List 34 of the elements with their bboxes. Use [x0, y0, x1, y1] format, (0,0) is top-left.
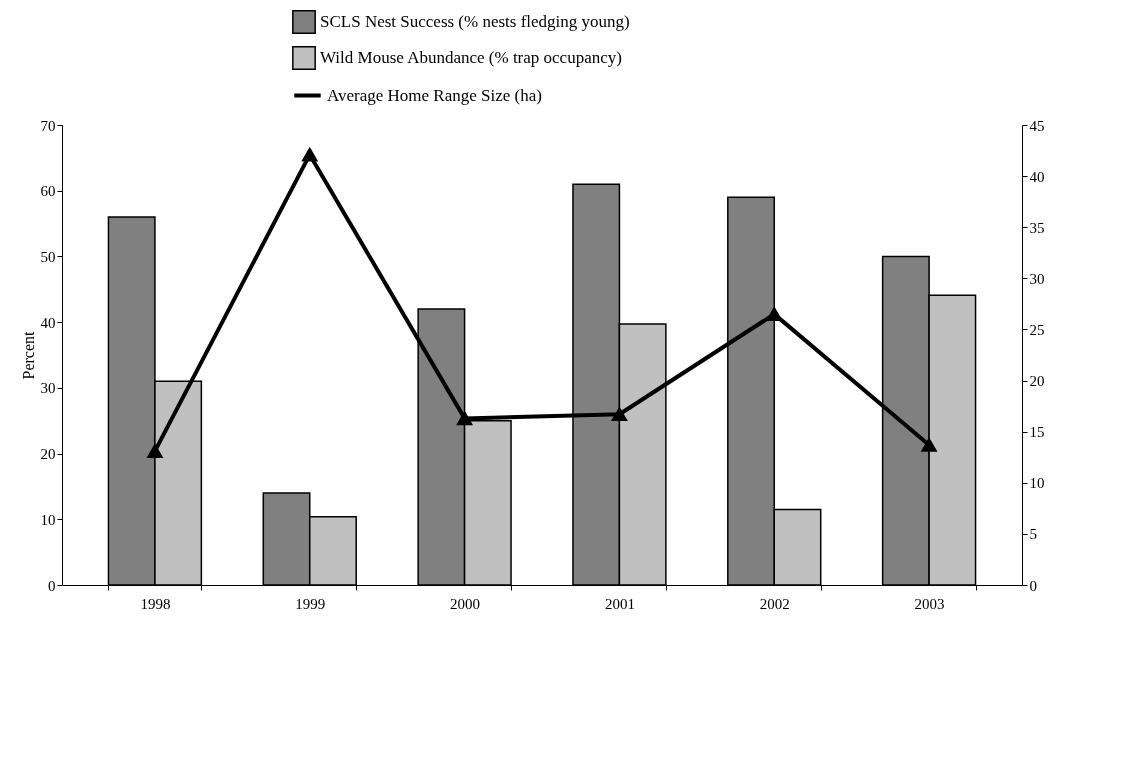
y2-tick-label: 35 — [1029, 219, 1045, 236]
y-tick-label: 40 — [40, 314, 56, 331]
y2-tick-label: 20 — [1029, 373, 1045, 390]
point — [921, 438, 937, 452]
legend-label: Average Home Range Size (ha) — [327, 85, 542, 105]
y-tick-label: 50 — [40, 248, 56, 265]
y2-tick-label: 5 — [1029, 526, 1037, 543]
point — [302, 147, 318, 162]
point — [766, 307, 782, 321]
y2-tick-label: 45 — [1029, 117, 1045, 134]
y-tick-label: 20 — [40, 446, 56, 463]
y2-tick-label: 0 — [1029, 577, 1037, 594]
point — [611, 407, 628, 422]
x-tick-label: 2000 — [450, 595, 481, 612]
point — [456, 411, 473, 426]
y-tick-label: 30 — [40, 380, 56, 397]
y2-tick-label: 30 — [1029, 270, 1045, 287]
y2-tick-label: 25 — [1029, 321, 1045, 338]
x-tick-label: 2003 — [914, 595, 945, 612]
y-tick-label: 10 — [40, 511, 56, 528]
y-axis-title: Percent — [19, 330, 37, 380]
x-tick-label: 2002 — [759, 595, 790, 612]
point — [147, 444, 163, 458]
y-tick-label: 70 — [40, 117, 56, 134]
x-tick-label: 1998 — [140, 595, 171, 612]
y2-tick-label: 40 — [1029, 168, 1045, 185]
y-tick-label: 60 — [40, 183, 56, 200]
y-tick-label: 0 — [48, 577, 56, 594]
legend-label: Wild Mouse Abundance (% trap occupancy) — [320, 48, 622, 67]
y2-tick-label: 10 — [1029, 475, 1045, 492]
y2-tick-label: 15 — [1029, 424, 1045, 441]
legend-label: SCLS Nest Success (% nests fledging young) — [320, 12, 630, 31]
x-tick-label: 2001 — [604, 595, 635, 612]
x-tick-label: 1999 — [295, 595, 326, 612]
